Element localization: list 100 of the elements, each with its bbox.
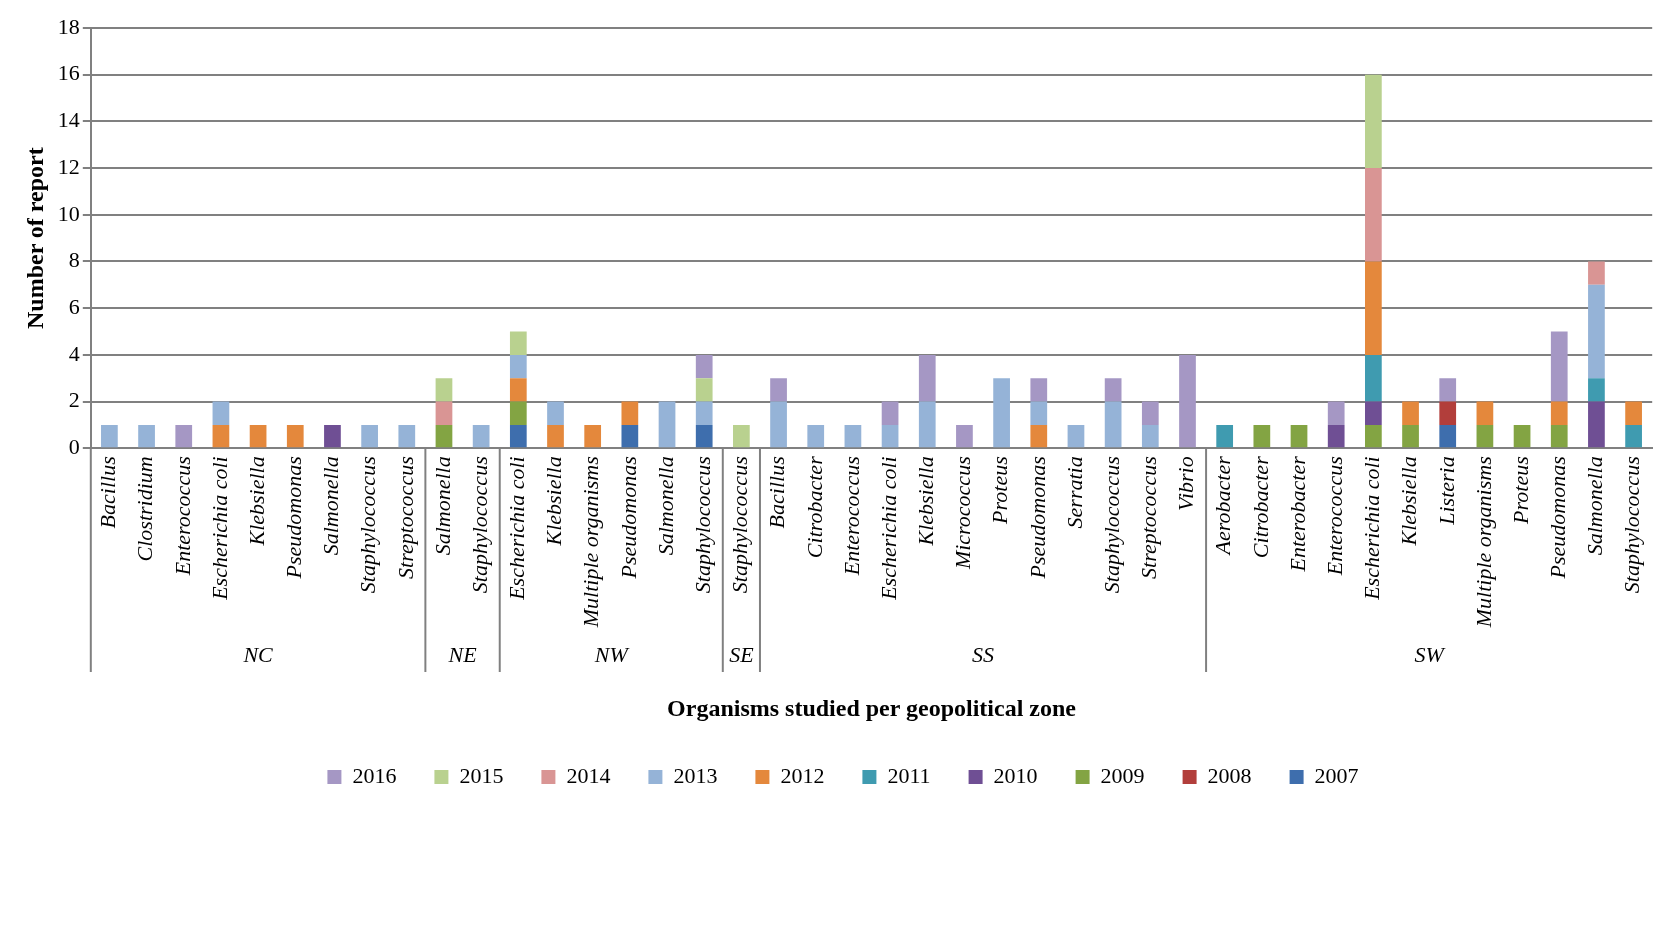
bar: [1365, 354, 1382, 402]
bar: [1439, 378, 1457, 402]
bar: [1550, 331, 1568, 402]
bar: [324, 424, 341, 448]
bar: [1365, 401, 1382, 425]
y-tick-label: 0: [68, 434, 80, 460]
y-tick-label: 8: [68, 247, 80, 273]
text: NW: [593, 641, 630, 667]
bar: [1588, 378, 1605, 402]
bar: [1439, 401, 1457, 425]
bar: [733, 424, 750, 448]
bar: [918, 354, 936, 402]
bar: [101, 424, 118, 448]
x-tick-label: Multiple organisms: [1470, 456, 1496, 629]
bar: [658, 401, 676, 448]
bar: [1141, 401, 1159, 425]
bar: [881, 401, 899, 425]
bar: [1550, 424, 1568, 448]
bar: [435, 424, 453, 448]
bar: [1179, 354, 1196, 448]
bar: [509, 331, 527, 355]
legend-label: 2014: [566, 762, 611, 788]
y-tick-label: 10: [57, 200, 80, 226]
x-tick-label: Citrobacter: [1247, 455, 1273, 559]
bar: [1030, 378, 1048, 402]
bar: [1365, 424, 1382, 448]
bar: [1290, 424, 1308, 448]
bar: [695, 378, 713, 402]
x-tick-label: Salmonella: [429, 456, 455, 556]
x-tick-label: Staphylococcus: [355, 456, 381, 594]
x-tick-label: Enterococcus: [169, 456, 195, 577]
bar: [547, 401, 564, 425]
x-tick-label: Listeria: [1433, 456, 1459, 526]
bar: [807, 424, 825, 448]
bar: [509, 424, 527, 448]
bar: [695, 424, 713, 448]
y-tick-label: 18: [57, 13, 80, 39]
bar: [1365, 74, 1382, 169]
x-tick-label: Bacillus: [764, 456, 790, 529]
legend-label: 2010: [993, 762, 1038, 788]
x-tick-label: Escherichia coli: [504, 456, 530, 601]
bar: [621, 401, 639, 425]
x-tick-label: Staphylococcus: [1619, 456, 1645, 594]
bar: [584, 424, 602, 448]
x-tick-label: Multiple organisms: [578, 456, 604, 629]
bar: [509, 378, 527, 402]
bar: [844, 424, 862, 448]
y-tick-label: 6: [68, 293, 80, 319]
bar: [1030, 424, 1048, 448]
bar: [770, 401, 787, 448]
bar: [1104, 401, 1122, 448]
bar: [621, 424, 639, 448]
legend-label: 2011: [887, 762, 931, 788]
x-tick-label: Escherichia coli: [1359, 456, 1385, 601]
x-tick-label: Salmonella: [318, 456, 344, 556]
bar: [695, 401, 713, 425]
bar: [1402, 424, 1419, 448]
x-tick-label: Pseudomonas: [1545, 456, 1571, 580]
bar: [1327, 424, 1345, 448]
x-tick-label: Staphylococcus: [466, 456, 492, 594]
y-tick-label: 14: [57, 107, 80, 133]
x-tick-label: Klebsiella: [913, 456, 939, 547]
x-axis-title: Organisms studied per geopolitical zone: [667, 694, 1077, 721]
y-axis-title: Number of report: [21, 147, 48, 330]
bar: [1588, 401, 1605, 448]
bar: [1550, 401, 1568, 425]
bar: [881, 424, 899, 448]
x-tick-label: Enterococcus: [838, 456, 864, 577]
bar: [1625, 401, 1642, 425]
x-tick-label: Klebsiella: [1396, 456, 1422, 547]
bar: [993, 378, 1010, 448]
x-tick-label: Salmonella: [1582, 456, 1608, 556]
bar: [212, 424, 230, 448]
bar: [1402, 401, 1419, 425]
bar: [361, 424, 378, 448]
bar: [435, 378, 453, 402]
x-tick-label: Serratia: [1061, 456, 1087, 529]
legend-label: 2012: [780, 762, 825, 788]
bar: [918, 401, 936, 448]
bar: [435, 401, 453, 425]
bar: [1216, 424, 1234, 448]
bar: [547, 424, 564, 448]
bar: [1365, 168, 1382, 262]
legend-label: 2009: [1100, 762, 1145, 788]
bar: [1513, 424, 1531, 448]
bar: [1067, 424, 1085, 448]
bar: [472, 424, 490, 448]
x-tick-label: Enterobacter: [1284, 455, 1310, 573]
bar: [398, 424, 416, 448]
bar: [1104, 378, 1122, 402]
legend-label: 2007: [1314, 762, 1359, 788]
bar: [509, 354, 527, 379]
legend-label: 2015: [459, 762, 504, 788]
x-tick-label: Staphylococcus: [1098, 456, 1124, 594]
y-tick-label: 16: [57, 60, 80, 86]
y-tick-label: 2: [68, 387, 80, 413]
x-tick-label: Klebsiella: [541, 456, 567, 547]
bar: [138, 424, 155, 448]
x-tick-label: Vibrio: [1173, 456, 1199, 511]
x-tick-label: Salmonella: [652, 456, 678, 556]
